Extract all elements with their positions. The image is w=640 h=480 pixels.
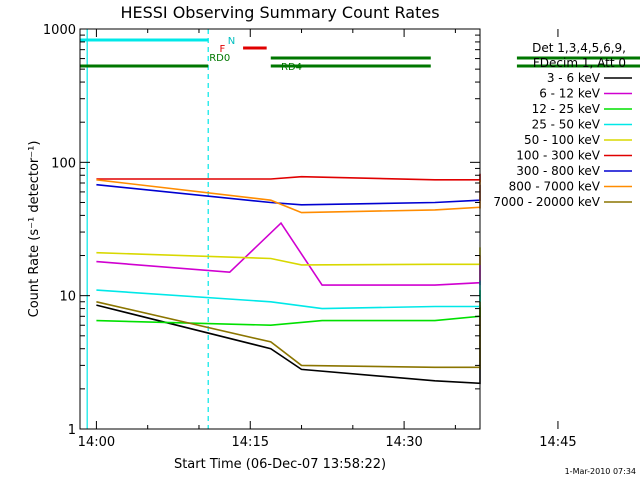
generation-timestamp: 1-Mar-2010 07:34 (565, 467, 636, 476)
legend-entry-label: 100 - 300 keV (516, 149, 600, 163)
legend-entry-label: 6 - 12 keV (539, 87, 601, 101)
axes-frame (79, 28, 481, 430)
series-line-7 (96, 179, 481, 214)
y-tick-label: 10 (59, 290, 76, 305)
x-tick-label: 14:45 (539, 435, 576, 450)
legend-entry-label: 12 - 25 keV (532, 102, 601, 116)
legend-entry-label: 25 - 50 keV (532, 118, 601, 132)
legend: Det 1,3,4,5,6,9, FDecim 1, Att 0 3 - 6 k… (493, 41, 632, 209)
y-tick-label: 1000 (43, 23, 76, 38)
chart-title: HESSI Observing Summary Count Rates (120, 3, 439, 22)
legend-entry-label: 3 - 6 keV (547, 71, 601, 85)
series-line-5 (96, 173, 481, 183)
legend-entry-label: 800 - 7000 keV (509, 180, 601, 194)
x-tick-label: 14:15 (232, 435, 269, 450)
x-tick-label: 14:00 (78, 435, 115, 450)
legend-entry-label: 7000 - 20000 keV (493, 195, 600, 209)
y-axis-label: Count Rate (s⁻¹ detector⁻¹) (27, 141, 42, 318)
legend-header-line-2: FDecim 1, Att 0 (533, 56, 626, 70)
legend-header-line-1: Det 1,3,4,5,6,9, (532, 41, 626, 55)
series-line-6 (96, 183, 481, 206)
x-tick-label: 14:30 (385, 435, 422, 450)
legend-entry-label: 50 - 100 keV (524, 133, 601, 147)
flag-label-rd4: RD4 (281, 62, 302, 73)
series-line-8 (96, 301, 481, 370)
series-line-4 (96, 247, 481, 266)
flag-label-f: F (219, 44, 225, 55)
axis-ticks: 14:0014:1514:3014:4515:0015:1515:3011010… (43, 23, 577, 450)
y-tick-label: 100 (51, 156, 76, 171)
x-axis-label: Start Time (06-Dec-07 13:58:22) (174, 457, 386, 472)
series-line-0 (96, 304, 481, 385)
flag-label-n: N (228, 36, 235, 47)
flag-label-rd0: RD0 (209, 53, 230, 64)
legend-entry-label: 300 - 800 keV (516, 164, 600, 178)
y-tick-label: 1 (68, 423, 76, 438)
